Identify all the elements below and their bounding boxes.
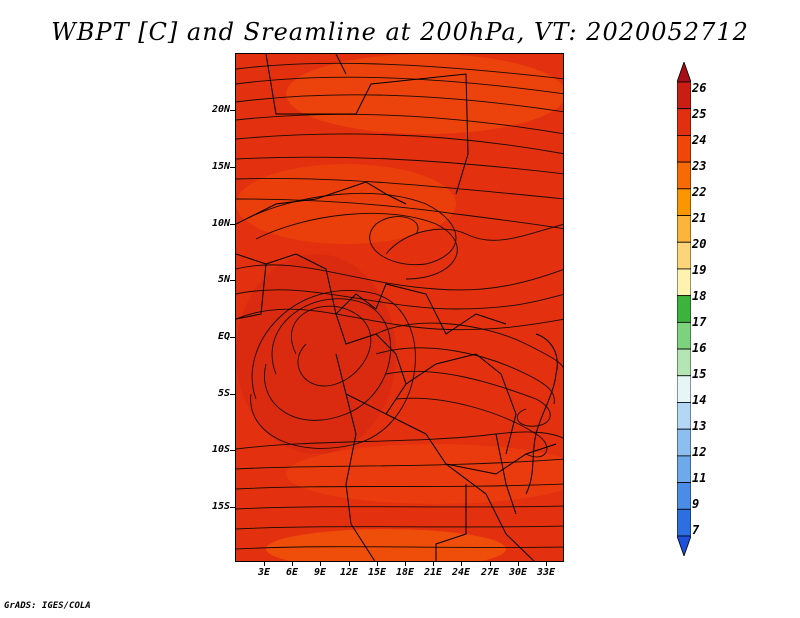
lat-label: EQ (217, 331, 230, 342)
colorbar-label: 9 (692, 497, 700, 511)
lat-label: 10N (211, 218, 230, 229)
lat-tick (230, 337, 235, 338)
lat-tick (230, 507, 235, 508)
colorbar-label: 20 (692, 237, 707, 251)
colorbar-segment (677, 402, 691, 430)
lon-label: 9E (313, 567, 327, 578)
lat-label: 5N (217, 274, 230, 285)
colorbar-label: 15 (692, 367, 707, 381)
colorbar-segment (677, 535, 691, 556)
lon-tick (264, 562, 265, 566)
colorbar-label: 11 (692, 471, 707, 485)
lat-tick (230, 450, 235, 451)
colorbar-segment (677, 108, 691, 136)
colorbar (677, 62, 691, 556)
colorbar-segment (677, 62, 691, 83)
lon-tick (546, 562, 547, 566)
colorbar-label: 17 (692, 315, 707, 329)
grads-credit: GrADS: IGES/COLA (4, 601, 91, 611)
lat-tick (230, 394, 235, 395)
lon-label: 24E (451, 567, 471, 578)
lat-label: 15N (211, 161, 230, 172)
colorbar-segment (677, 428, 691, 457)
lon-label: 21E (423, 567, 443, 578)
colorbar-segment (677, 508, 691, 537)
map-plot-area (235, 53, 564, 562)
colorbar-label: 26 (692, 81, 707, 95)
lat-tick (230, 280, 235, 281)
colorbar-label: 21 (692, 211, 707, 225)
colorbar-label: 23 (692, 159, 707, 173)
lon-label: 27E (480, 567, 500, 578)
lat-label: 20N (211, 104, 230, 115)
colorbar-segment (677, 268, 691, 297)
colorbar-segment (677, 482, 691, 510)
lat-tick (230, 167, 235, 168)
lon-label: 3E (257, 567, 271, 578)
colorbar-label: 25 (692, 107, 707, 121)
colorbar-segment (677, 135, 691, 163)
colorbar-label: 7 (692, 523, 700, 537)
chart-title: WBPT [C] and Sreamline at 200hPa, VT: 20… (51, 18, 749, 46)
lon-label: 12E (339, 567, 359, 578)
lat-label: 10S (211, 444, 230, 455)
colorbar-segment (677, 321, 691, 350)
colorbar-segment (677, 161, 691, 190)
lon-tick (518, 562, 519, 566)
lon-label: 33E (536, 567, 556, 578)
colorbar-segment (677, 188, 691, 216)
lon-label: 18E (395, 567, 415, 578)
warm-region-south (286, 444, 563, 504)
lat-tick (230, 224, 235, 225)
colorbar-segment (677, 348, 691, 377)
lat-tick (230, 110, 235, 111)
streamlines (236, 62, 563, 550)
colorbar-label: 14 (692, 393, 707, 407)
lat-label: 5S (217, 388, 230, 399)
lon-label: 6E (285, 567, 299, 578)
wbpt-field-map (236, 54, 563, 561)
colorbar-label: 13 (692, 419, 707, 433)
country-borders (236, 54, 558, 561)
lon-label: 15E (367, 567, 387, 578)
colorbar-label: 16 (692, 341, 707, 355)
lat-label: 15S (211, 501, 230, 512)
colorbar-label: 24 (692, 133, 707, 147)
warm-region-southern-edge (266, 529, 506, 561)
lon-tick (461, 562, 462, 566)
lon-label: 30E (508, 567, 528, 578)
colorbar-segment (677, 455, 691, 483)
colorbar-label: 12 (692, 445, 707, 459)
core-region-west (236, 254, 396, 454)
colorbar-label: 18 (692, 289, 707, 303)
lon-tick (490, 562, 491, 566)
colorbar-label: 19 (692, 263, 707, 277)
colorbar-segment (677, 375, 691, 403)
lon-tick (320, 562, 321, 566)
lon-tick (405, 562, 406, 566)
colorbar-segment (677, 81, 691, 110)
lon-tick (433, 562, 434, 566)
colorbar-segment (677, 295, 691, 323)
lon-tick (292, 562, 293, 566)
colorbar-segment (677, 215, 691, 243)
colorbar-segment (677, 241, 691, 270)
lon-tick (349, 562, 350, 566)
lon-tick (377, 562, 378, 566)
colorbar-label: 22 (692, 185, 707, 199)
